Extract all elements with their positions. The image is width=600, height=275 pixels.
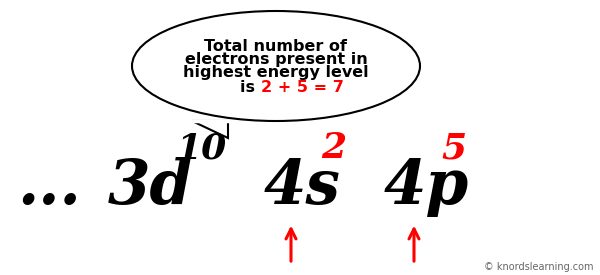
- Ellipse shape: [132, 11, 420, 121]
- Text: 2: 2: [321, 131, 346, 166]
- Text: is: is: [241, 80, 261, 95]
- Text: Total number of: Total number of: [205, 39, 347, 54]
- Text: 2 + 5 = 7: 2 + 5 = 7: [261, 80, 344, 95]
- Text: ...: ...: [18, 157, 82, 217]
- Text: electrons present in: electrons present in: [185, 52, 367, 67]
- Text: 4p: 4p: [384, 157, 469, 217]
- Polygon shape: [192, 121, 228, 138]
- Text: 10: 10: [177, 131, 227, 166]
- Text: © knordslearning.com: © knordslearning.com: [485, 262, 594, 272]
- Text: 4s: 4s: [264, 157, 341, 217]
- Text: 3d: 3d: [108, 157, 193, 217]
- Text: highest energy level: highest energy level: [183, 65, 369, 80]
- Text: 5: 5: [441, 131, 466, 166]
